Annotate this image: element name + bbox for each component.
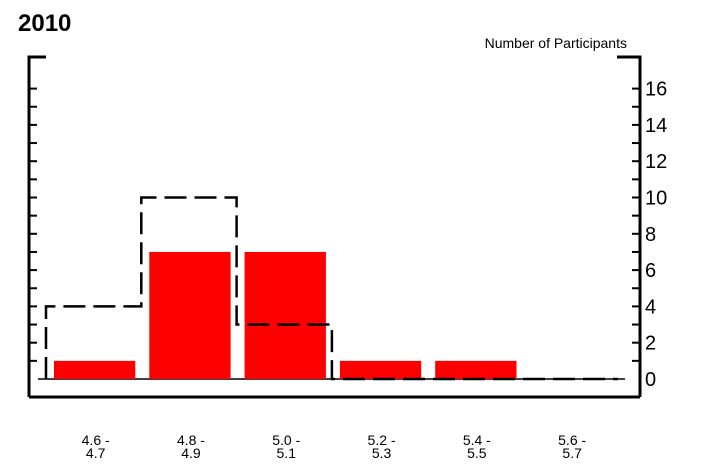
y-tick-label: 16: [645, 79, 667, 101]
bar: [149, 251, 231, 379]
y-axis: 0 2 4 6 8 10 12 14 16: [29, 79, 667, 391]
y-tick-label: 2: [645, 333, 656, 355]
bar: [54, 360, 136, 379]
y-tick-label: 6: [645, 260, 656, 282]
y-axis-label: Number of Participants: [485, 35, 627, 51]
x-tick-label: 4.6 -4.7: [82, 432, 110, 461]
bar: [339, 360, 422, 379]
frame-left-bracket: [27, 55, 46, 397]
x-tick-label: 5.2 -5.3: [368, 432, 396, 461]
bars: [54, 251, 517, 379]
y-tick-label: 12: [645, 151, 667, 173]
x-tick-label: 4.8 -4.9: [177, 432, 205, 461]
y-tick-label: 4: [645, 296, 656, 318]
step-outline: [44, 196, 618, 381]
y-tick-label: 10: [645, 188, 667, 210]
comparison-step-line: [44, 196, 618, 381]
bar: [244, 251, 326, 379]
plot-frame: [27, 55, 642, 399]
chart-title: 2010: [18, 10, 71, 37]
x-tick-label: 5.4 -5.5: [463, 432, 491, 461]
x-tick-label: 5.6 -5.7: [558, 432, 586, 461]
x-tick-label: 5.0 -5.1: [272, 432, 300, 461]
y-tick-label: 14: [645, 115, 667, 137]
bar: [435, 360, 517, 379]
x-tick-labels: 4.6 -4.7 4.8 -4.9 5.0 -5.1 5.2 -5.3 5.4 -5.5…: [82, 432, 587, 461]
y-tick-label: 0: [645, 369, 656, 391]
y-tick-label: 8: [645, 224, 656, 246]
frame-right-bracket: [617, 55, 642, 397]
